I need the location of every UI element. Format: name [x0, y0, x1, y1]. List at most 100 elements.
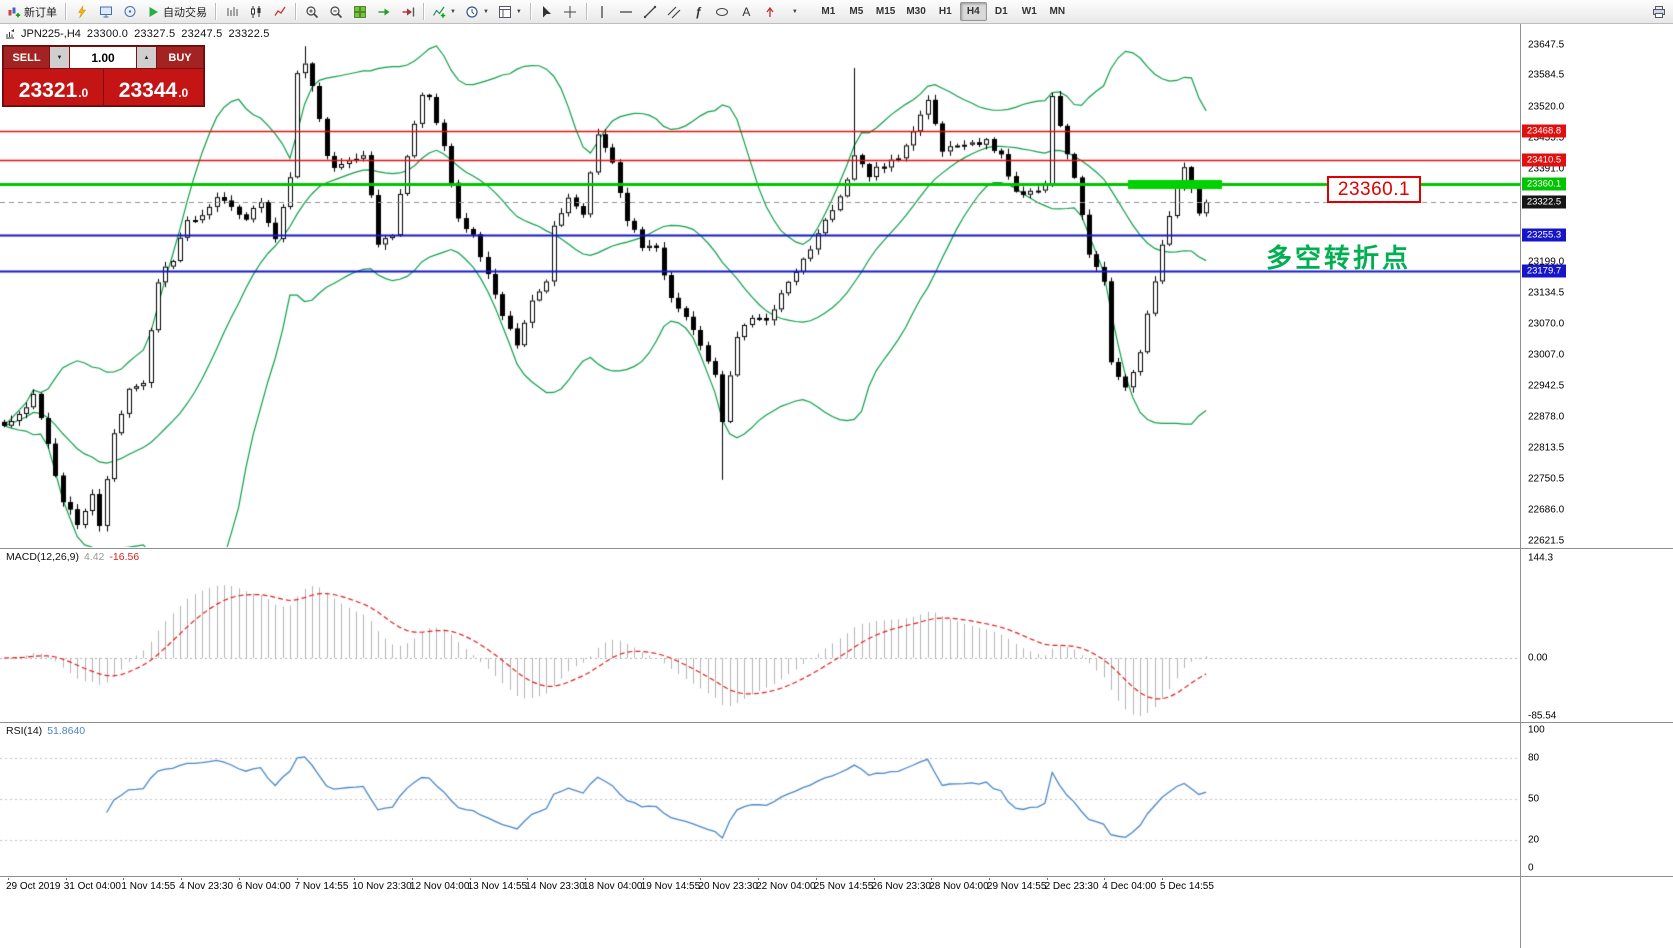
time-axis-label: 13 Nov 14:55 [467, 881, 528, 892]
panel-separator[interactable] [0, 722, 1673, 723]
autotrading-label: 自动交易 [163, 6, 207, 19]
bar-chart-button[interactable] [220, 1, 243, 22]
price-axis-label: 22878.0 [1528, 411, 1565, 423]
buy-price-display[interactable]: 23344.0 [104, 69, 203, 105]
price-axis-label: 23007.0 [1528, 349, 1565, 361]
time-axis-label: 25 Nov 14:55 [813, 881, 874, 892]
price-level-callout[interactable]: 23360.1 [1327, 176, 1421, 203]
caret-down-icon: ▼ [791, 8, 798, 15]
more-objects-button[interactable]: ▼ [783, 1, 806, 22]
horizontal-line-tool-button[interactable] [615, 1, 638, 22]
trendline-tool-button[interactable] [639, 1, 662, 22]
candlestick-chart-button[interactable] [244, 1, 267, 22]
time-axis-tick [585, 876, 586, 880]
rsi-axis-label: 50 [1528, 793, 1540, 805]
time-axis[interactable]: 29 Oct 2019 31 Oct 04:00 1 Nov 14:55 4 Nov … [0, 876, 1520, 948]
line-chart-button[interactable] [268, 1, 291, 22]
indicators-button[interactable]: ▼ [428, 1, 460, 22]
price-axis-label: 23520.0 [1528, 101, 1565, 113]
panel-separator[interactable] [0, 548, 1673, 549]
timeframe-button-m5[interactable]: M5 [843, 2, 870, 21]
sell-price-display[interactable]: 23321.0 [4, 69, 103, 105]
timeframe-button-m30[interactable]: M30 [901, 2, 930, 21]
timeframe-button-w1[interactable]: W1 [1016, 2, 1043, 21]
fibonacci-tool-button[interactable]: ƒ [687, 1, 710, 22]
autotrading-button[interactable]: 自动交易 [142, 1, 211, 22]
timeframe-button-mn[interactable]: MN [1044, 2, 1071, 21]
timeframe-button-h4[interactable]: H4 [959, 2, 987, 21]
buy-price-main: 23344 [118, 79, 178, 102]
macd-axis-label: 0.00 [1528, 652, 1548, 664]
periods-button[interactable]: ▼ [461, 1, 493, 22]
sell-button[interactable]: SELL [4, 47, 49, 68]
price-axis-label: 22813.5 [1528, 442, 1565, 454]
horizontal-line-icon [620, 10, 633, 13]
text-tool-button[interactable]: A [735, 1, 758, 22]
autotrading-play-icon [149, 6, 158, 17]
crosshair-tool-button[interactable] [559, 1, 582, 22]
time-axis-tick [758, 876, 760, 880]
volume-up-icon: ▲ [143, 54, 150, 61]
caret-down-icon: ▼ [515, 8, 522, 15]
lightning-icon [77, 5, 86, 18]
vertical-line-tool-button[interactable] [591, 1, 614, 22]
time-axis-label: 19 Nov 14:55 [640, 881, 701, 892]
zoom-in-button[interactable] [300, 1, 323, 22]
time-axis-label: 2 Dec 23:30 [1044, 881, 1099, 892]
timeframe-button-h1[interactable]: H1 [932, 2, 959, 21]
market-watch-button[interactable] [94, 1, 117, 22]
time-axis-tick [469, 876, 471, 880]
ohlc-high: 23327.5 [134, 28, 176, 40]
price-axis-label: 23134.5 [1528, 287, 1565, 299]
line-chart-icon [273, 6, 286, 16]
chart-shift-button[interactable] [396, 1, 419, 22]
crosshair-icon [564, 5, 577, 18]
rsi-axis-label: 80 [1528, 752, 1540, 764]
symbol-chart-icon [6, 29, 14, 39]
time-axis-label: 18 Nov 04:00 [583, 881, 643, 892]
ellipse-icon [716, 7, 729, 16]
volume-decrease-button[interactable]: ▼ [50, 47, 69, 68]
pivot-annotation: 多空转折点 [1266, 243, 1412, 273]
channel-tool-button[interactable] [663, 1, 686, 22]
cursor-icon [543, 5, 552, 17]
macd-main-value: 4.42 [83, 551, 105, 563]
volume-input[interactable]: 1.00 [70, 47, 136, 68]
monitor-icon [99, 6, 112, 17]
shapes-tool-button[interactable] [711, 1, 734, 22]
time-axis-label: 12 Nov 04:00 [409, 881, 470, 892]
price-axis-label: 23199.0 [1528, 256, 1565, 268]
cursor-tool-button[interactable] [535, 1, 558, 22]
print-button[interactable] [1647, 1, 1670, 22]
chart-canvas[interactable] [0, 24, 1520, 876]
panel-separator [0, 876, 1673, 877]
arrows-tool-button[interactable] [759, 1, 782, 22]
new-order-icon [8, 7, 21, 17]
enable-trading-button[interactable] [70, 1, 93, 22]
macd-axis-label: -85.54 [1528, 710, 1557, 722]
zoom-out-button[interactable] [324, 1, 347, 22]
tile-windows-button[interactable] [348, 1, 371, 22]
templates-button[interactable]: ▼ [494, 1, 526, 22]
timeframe-button-d1[interactable]: D1 [988, 2, 1015, 21]
price-axis-label: 22750.5 [1528, 473, 1565, 485]
auto-scroll-button[interactable] [372, 1, 395, 22]
time-axis-label: 1 Nov 14:55 [121, 881, 176, 892]
price-axis[interactable]: 23647.523584.523520.023455.523391.023199… [1520, 0, 1673, 948]
price-level-tag: 23179.7 [1522, 264, 1566, 278]
volume-increase-button[interactable]: ▲ [137, 47, 156, 68]
symbol-info: JPN225-,H4 23300.0 23327.5 23247.5 23322… [5, 28, 270, 40]
price-axis-label: 22942.5 [1528, 380, 1565, 392]
buy-button[interactable]: BUY [157, 47, 203, 68]
timeframe-button-m15[interactable]: M15 [871, 2, 900, 21]
toolbar-separator [65, 3, 66, 20]
sell-price-frac: .0 [78, 86, 89, 101]
timeframe-button-m1[interactable]: M1 [815, 2, 842, 21]
time-axis-label: 29 Nov 14:55 [986, 881, 1047, 892]
price-level-tag: 23360.1 [1522, 177, 1566, 191]
toolbar-separator [585, 3, 587, 20]
data-window-button[interactable] [118, 1, 141, 22]
new-order-button[interactable]: 新订单 [3, 1, 61, 22]
time-axis-tick [238, 876, 240, 880]
time-axis-tick [1046, 876, 1048, 880]
